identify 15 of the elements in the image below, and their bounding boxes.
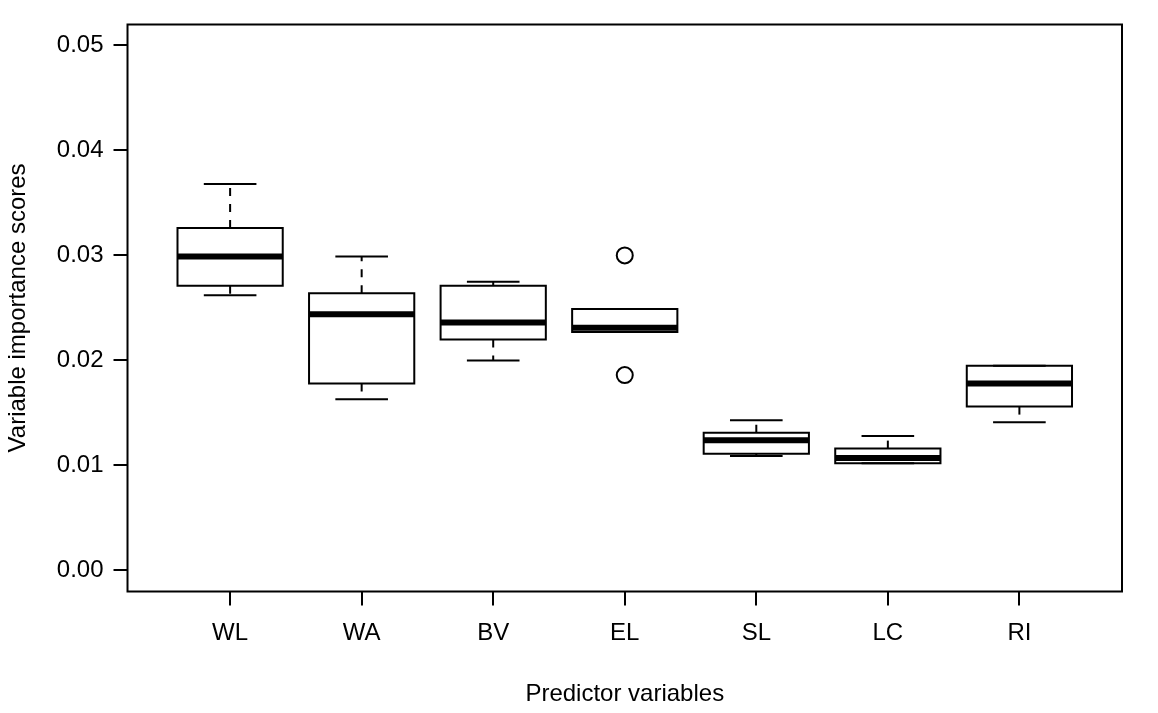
y-tick-label: 0.01 — [56, 450, 104, 478]
y-tick-label: 0.00 — [56, 555, 104, 583]
y-axis-title: Variable importance scores — [3, 163, 31, 453]
x-tick-label: EL — [610, 618, 640, 646]
x-tick-label: LC — [872, 618, 904, 646]
x-tick-label: SL — [741, 618, 771, 646]
x-tick-label: BV — [477, 618, 510, 646]
x-tick-label: WA — [342, 618, 381, 646]
x-tick-label: WL — [212, 618, 249, 646]
x-axis-title: Predictor variables — [525, 679, 725, 707]
y-tick-label: 0.04 — [56, 135, 104, 163]
x-tick-label: RI — [1007, 618, 1032, 646]
y-tick-label: 0.03 — [56, 240, 104, 268]
y-tick-label: 0.05 — [56, 30, 104, 58]
y-tick-label: 0.02 — [56, 345, 104, 373]
